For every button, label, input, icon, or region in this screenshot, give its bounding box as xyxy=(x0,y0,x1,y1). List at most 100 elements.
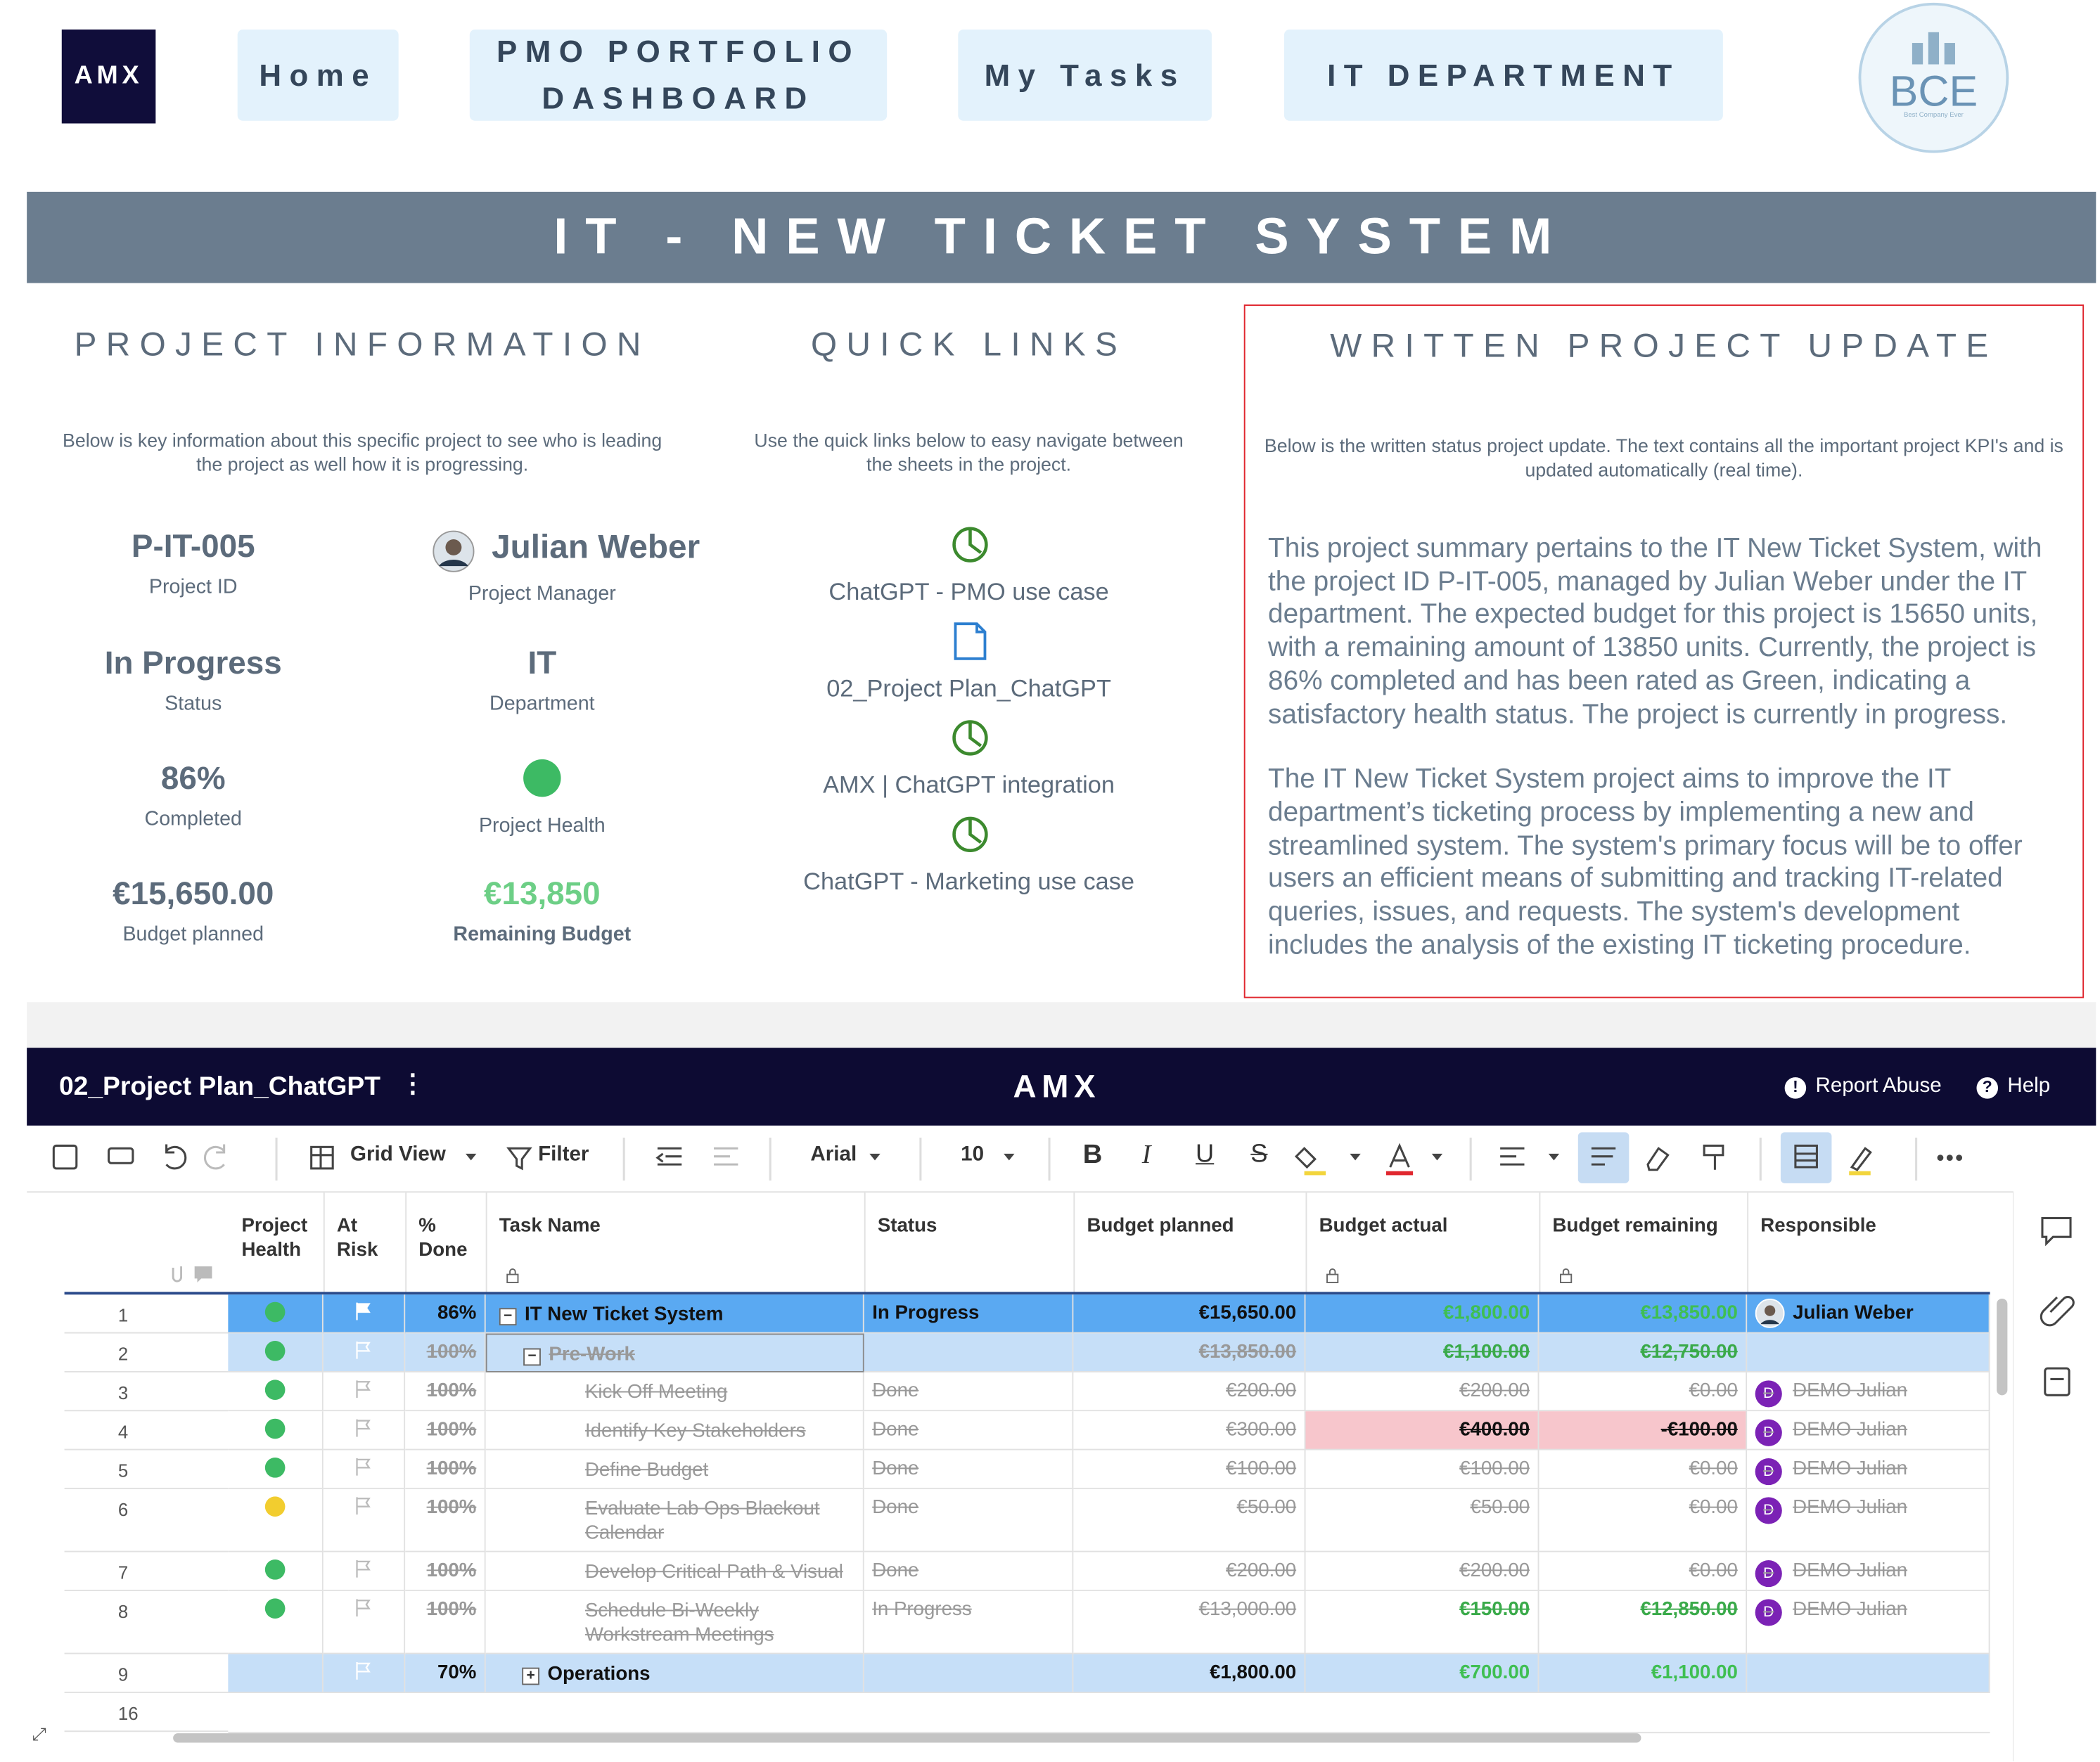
status-cell[interactable]: Done xyxy=(864,1552,1074,1591)
status-cell[interactable]: Done xyxy=(864,1450,1074,1489)
responsible-cell[interactable]: D DEMO Julian xyxy=(1747,1450,1990,1489)
planned-cell[interactable]: €300.00 xyxy=(1073,1411,1306,1451)
column-header[interactable]: Task Name xyxy=(499,1215,601,1237)
italic-button[interactable]: I xyxy=(1141,1140,1151,1170)
nav-tab[interactable]: My Tasks xyxy=(958,29,1212,121)
remaining-cell[interactable]: €12,850.00 xyxy=(1539,1590,1748,1654)
status-cell[interactable]: In Progress xyxy=(864,1590,1074,1654)
done-cell[interactable]: 100% xyxy=(405,1372,486,1412)
health-cell[interactable] xyxy=(228,1372,324,1412)
risk-cell[interactable] xyxy=(323,1552,406,1591)
toggle[interactable]: − xyxy=(499,1308,517,1326)
done-cell[interactable]: 100% xyxy=(405,1552,486,1591)
planned-cell[interactable]: €200.00 xyxy=(1073,1372,1306,1412)
task-cell[interactable]: Schedule Bi-Weekly Workstream Meetings xyxy=(485,1590,864,1654)
risk-cell[interactable] xyxy=(323,1372,406,1412)
column-header[interactable]: Budget remaining xyxy=(1552,1215,1718,1237)
health-cell[interactable] xyxy=(228,1590,324,1654)
nav-tab[interactable]: PMO PORTFOLIO DASHBOARD xyxy=(469,29,888,121)
sheet-title[interactable]: 02_Project Plan_ChatGPT xyxy=(58,1072,380,1102)
responsible-cell[interactable]: D DEMO Julian xyxy=(1747,1372,1990,1412)
risk-cell[interactable] xyxy=(323,1590,406,1654)
risk-cell[interactable] xyxy=(323,1294,406,1334)
remaining-cell[interactable]: €0.00 xyxy=(1539,1372,1748,1412)
risk-cell[interactable] xyxy=(323,1333,406,1372)
column-header[interactable]: % Done xyxy=(418,1215,468,1261)
done-cell[interactable]: 100% xyxy=(405,1411,486,1451)
planned-cell[interactable]: €50.00 xyxy=(1073,1488,1306,1552)
remaining-cell[interactable]: €1,100.00 xyxy=(1539,1654,1748,1693)
underline-button[interactable]: U xyxy=(1196,1140,1215,1169)
nav-tab[interactable]: IT DEPARTMENT xyxy=(1283,29,1723,121)
task-cell[interactable]: Kick Off Meeting xyxy=(485,1372,864,1412)
column-header[interactable]: Responsible xyxy=(1760,1215,1876,1237)
planned-cell[interactable]: €1,800.00 xyxy=(1073,1654,1306,1693)
done-cell[interactable]: 100% xyxy=(405,1590,486,1654)
actual-cell[interactable]: €400.00 xyxy=(1305,1411,1539,1451)
actual-cell[interactable]: €1,100.00 xyxy=(1305,1333,1539,1372)
toggle[interactable]: + xyxy=(522,1667,540,1685)
task-cell[interactable]: Develop Critical Path & Visual xyxy=(485,1552,864,1591)
status-cell[interactable]: Done xyxy=(864,1488,1074,1552)
column-header[interactable]: At Risk xyxy=(336,1215,378,1261)
done-cell[interactable]: 100% xyxy=(405,1450,486,1489)
actual-cell[interactable]: €50.00 xyxy=(1305,1488,1539,1552)
expand-button[interactable]: ⤢ xyxy=(32,1723,46,1744)
risk-cell[interactable] xyxy=(323,1450,406,1489)
done-cell[interactable]: 86% xyxy=(405,1294,486,1334)
actual-cell[interactable]: €1,800.00 xyxy=(1305,1294,1539,1334)
remaining-cell[interactable]: €0.00 xyxy=(1539,1488,1748,1552)
sheet-menu[interactable]: ⋮ xyxy=(399,1070,425,1099)
task-cell[interactable]: − Pre-Work xyxy=(485,1333,864,1372)
remaining-cell[interactable]: €0.00 xyxy=(1539,1450,1748,1489)
actual-cell[interactable]: €200.00 xyxy=(1305,1552,1539,1591)
responsible-cell[interactable]: D DEMO Julian xyxy=(1747,1590,1990,1654)
actual-cell[interactable]: €100.00 xyxy=(1305,1450,1539,1489)
responsible-cell[interactable] xyxy=(1747,1654,1990,1693)
health-cell[interactable] xyxy=(228,1294,324,1334)
status-cell[interactable] xyxy=(864,1654,1074,1693)
task-cell[interactable]: Evaluate Lab Ops Blackout Calendar xyxy=(485,1488,864,1552)
task-cell[interactable]: − IT New Ticket System xyxy=(485,1294,864,1334)
planned-cell[interactable]: €100.00 xyxy=(1073,1450,1306,1489)
size-select[interactable]: 10 xyxy=(961,1143,985,1166)
responsible-cell[interactable]: D DEMO Julian xyxy=(1747,1488,1990,1552)
report-abuse[interactable]: ! Report Abuse xyxy=(1784,1074,1942,1099)
health-cell[interactable] xyxy=(228,1552,324,1591)
filter-button[interactable]: Filter xyxy=(538,1143,589,1166)
scrollbar[interactable] xyxy=(1997,1298,2008,1396)
health-cell[interactable] xyxy=(228,1654,324,1693)
planned-cell[interactable]: €200.00 xyxy=(1073,1552,1306,1591)
responsible-cell[interactable]: Julian Weber xyxy=(1747,1294,1990,1334)
remaining-cell[interactable]: €13,850.00 xyxy=(1539,1294,1748,1334)
responsible-cell[interactable] xyxy=(1747,1333,1990,1372)
done-cell[interactable]: 100% xyxy=(405,1333,486,1372)
logo[interactable]: AMX xyxy=(61,29,156,124)
actual-cell[interactable]: €200.00 xyxy=(1305,1372,1539,1412)
remaining-cell[interactable]: €0.00 xyxy=(1539,1552,1748,1591)
planned-cell[interactable]: €13,850.00 xyxy=(1073,1333,1306,1372)
quick-link[interactable]: AMX | ChatGPT integration xyxy=(823,771,1115,799)
quick-link[interactable]: ChatGPT - PMO use case xyxy=(828,578,1109,605)
risk-cell[interactable] xyxy=(323,1488,406,1552)
quick-link[interactable]: 02_Project Plan_ChatGPT xyxy=(826,674,1111,702)
column-header[interactable]: Status xyxy=(877,1215,937,1237)
status-cell[interactable] xyxy=(864,1333,1074,1372)
nav-tab[interactable]: Home xyxy=(237,29,399,121)
status-cell[interactable]: Done xyxy=(864,1372,1074,1412)
task-cell[interactable]: + Operations xyxy=(485,1654,864,1693)
responsible-cell[interactable]: D DEMO Julian xyxy=(1747,1411,1990,1451)
done-cell[interactable]: 70% xyxy=(405,1654,486,1693)
responsible-cell[interactable]: D DEMO Julian xyxy=(1747,1552,1990,1591)
risk-cell[interactable] xyxy=(323,1411,406,1451)
task-cell[interactable]: Identify Key Stakeholders xyxy=(485,1411,864,1451)
actual-cell[interactable]: €150.00 xyxy=(1305,1590,1539,1654)
actual-cell[interactable]: €700.00 xyxy=(1305,1654,1539,1693)
risk-cell[interactable] xyxy=(323,1654,406,1693)
bold-button[interactable]: B xyxy=(1082,1140,1103,1170)
health-cell[interactable] xyxy=(228,1450,324,1489)
done-cell[interactable]: 100% xyxy=(405,1488,486,1552)
status-cell[interactable]: In Progress xyxy=(864,1294,1074,1334)
health-cell[interactable] xyxy=(228,1411,324,1451)
health-cell[interactable] xyxy=(228,1488,324,1552)
